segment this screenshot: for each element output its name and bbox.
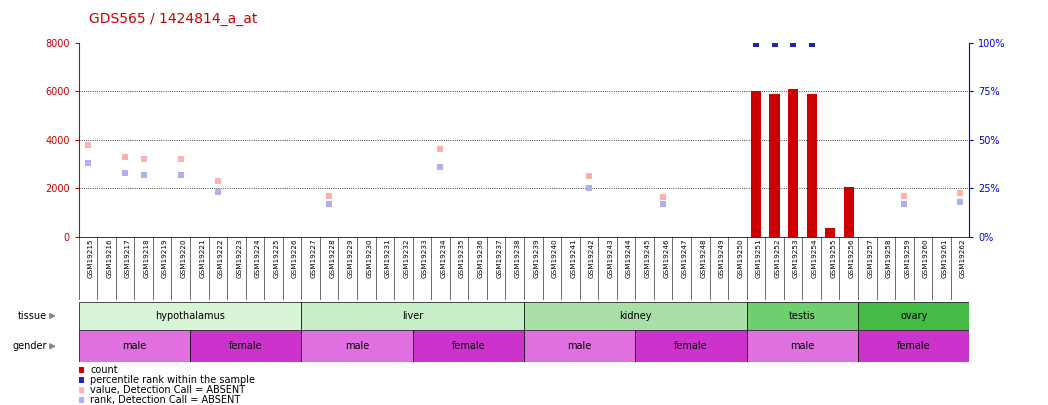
Text: GSM19239: GSM19239 (533, 239, 540, 278)
Text: GSM19258: GSM19258 (886, 239, 892, 278)
Text: testis: testis (789, 311, 815, 321)
Text: male: male (123, 341, 147, 351)
Bar (301, 302, 524, 330)
Text: female: female (228, 341, 262, 351)
Bar (844, 187, 854, 237)
Text: GSM19234: GSM19234 (440, 239, 446, 278)
Text: GSM19215: GSM19215 (88, 239, 94, 278)
Text: tissue: tissue (18, 311, 47, 321)
Bar (825, 228, 835, 237)
Text: GSM19253: GSM19253 (793, 239, 799, 278)
Text: GSM19250: GSM19250 (738, 239, 743, 278)
Bar (301, 330, 413, 362)
Text: female: female (674, 341, 707, 351)
Text: GSM19238: GSM19238 (515, 239, 521, 278)
Text: value, Detection Call = ABSENT: value, Detection Call = ABSENT (90, 385, 245, 395)
Text: GSM19256: GSM19256 (849, 239, 855, 278)
Bar (807, 94, 816, 237)
Text: GSM19261: GSM19261 (941, 239, 947, 278)
Text: GSM19218: GSM19218 (144, 239, 150, 278)
Text: GSM19217: GSM19217 (125, 239, 131, 278)
Text: GSM19243: GSM19243 (608, 239, 613, 278)
Text: GSM19241: GSM19241 (570, 239, 576, 278)
Text: GSM19224: GSM19224 (255, 239, 261, 278)
Text: GSM19259: GSM19259 (904, 239, 911, 278)
Text: male: male (790, 341, 814, 351)
Text: ovary: ovary (900, 311, 927, 321)
Text: GSM19220: GSM19220 (180, 239, 187, 278)
Text: GSM19232: GSM19232 (403, 239, 410, 278)
Text: female: female (452, 341, 485, 351)
Text: GSM19236: GSM19236 (478, 239, 483, 278)
Bar (524, 302, 746, 330)
Text: GSM19244: GSM19244 (626, 239, 632, 278)
Text: GSM19233: GSM19233 (422, 239, 428, 278)
Text: GSM19252: GSM19252 (774, 239, 781, 278)
Text: GSM19230: GSM19230 (366, 239, 372, 278)
Text: GSM19255: GSM19255 (830, 239, 836, 278)
Text: GSM19226: GSM19226 (292, 239, 298, 278)
Bar (788, 89, 799, 237)
Text: rank, Detection Call = ABSENT: rank, Detection Call = ABSENT (90, 395, 240, 405)
Bar (524, 330, 635, 362)
Text: kidney: kidney (619, 311, 652, 321)
Text: GSM19249: GSM19249 (719, 239, 725, 278)
Text: GSM19242: GSM19242 (589, 239, 595, 278)
Bar (79, 330, 190, 362)
Text: GSM19257: GSM19257 (868, 239, 873, 278)
Text: GDS565 / 1424814_a_at: GDS565 / 1424814_a_at (89, 12, 258, 26)
Text: GSM19221: GSM19221 (199, 239, 205, 278)
Text: GSM19228: GSM19228 (329, 239, 335, 278)
Text: GSM19246: GSM19246 (663, 239, 670, 278)
Bar (858, 330, 969, 362)
Bar (190, 330, 301, 362)
Text: GSM19225: GSM19225 (274, 239, 280, 278)
Text: GSM19235: GSM19235 (459, 239, 465, 278)
Bar (79, 302, 301, 330)
Text: hypothalamus: hypothalamus (155, 311, 225, 321)
Text: liver: liver (402, 311, 423, 321)
Text: GSM19247: GSM19247 (682, 239, 687, 278)
Text: GSM19227: GSM19227 (310, 239, 316, 278)
Text: count: count (90, 364, 117, 375)
Bar (413, 330, 524, 362)
Bar (750, 91, 761, 237)
Text: female: female (897, 341, 931, 351)
Text: GSM19240: GSM19240 (552, 239, 558, 278)
Text: GSM19237: GSM19237 (496, 239, 502, 278)
Text: GSM19251: GSM19251 (756, 239, 762, 278)
Bar (769, 94, 780, 237)
Bar (746, 330, 858, 362)
Text: percentile rank within the sample: percentile rank within the sample (90, 375, 255, 385)
Text: GSM19254: GSM19254 (811, 239, 817, 278)
Bar (635, 330, 746, 362)
Text: GSM19229: GSM19229 (348, 239, 353, 278)
Text: GSM19223: GSM19223 (237, 239, 242, 278)
Text: GSM19216: GSM19216 (107, 239, 112, 278)
Bar (858, 302, 969, 330)
Bar (746, 302, 858, 330)
Text: GSM19222: GSM19222 (218, 239, 224, 278)
Text: GSM19231: GSM19231 (385, 239, 391, 278)
Text: GSM19219: GSM19219 (162, 239, 168, 278)
Text: male: male (345, 341, 369, 351)
Text: GSM19262: GSM19262 (960, 239, 966, 278)
Text: GSM19260: GSM19260 (923, 239, 929, 278)
Text: male: male (568, 341, 592, 351)
Text: GSM19248: GSM19248 (700, 239, 706, 278)
Text: gender: gender (13, 341, 47, 351)
Text: GSM19245: GSM19245 (645, 239, 651, 278)
